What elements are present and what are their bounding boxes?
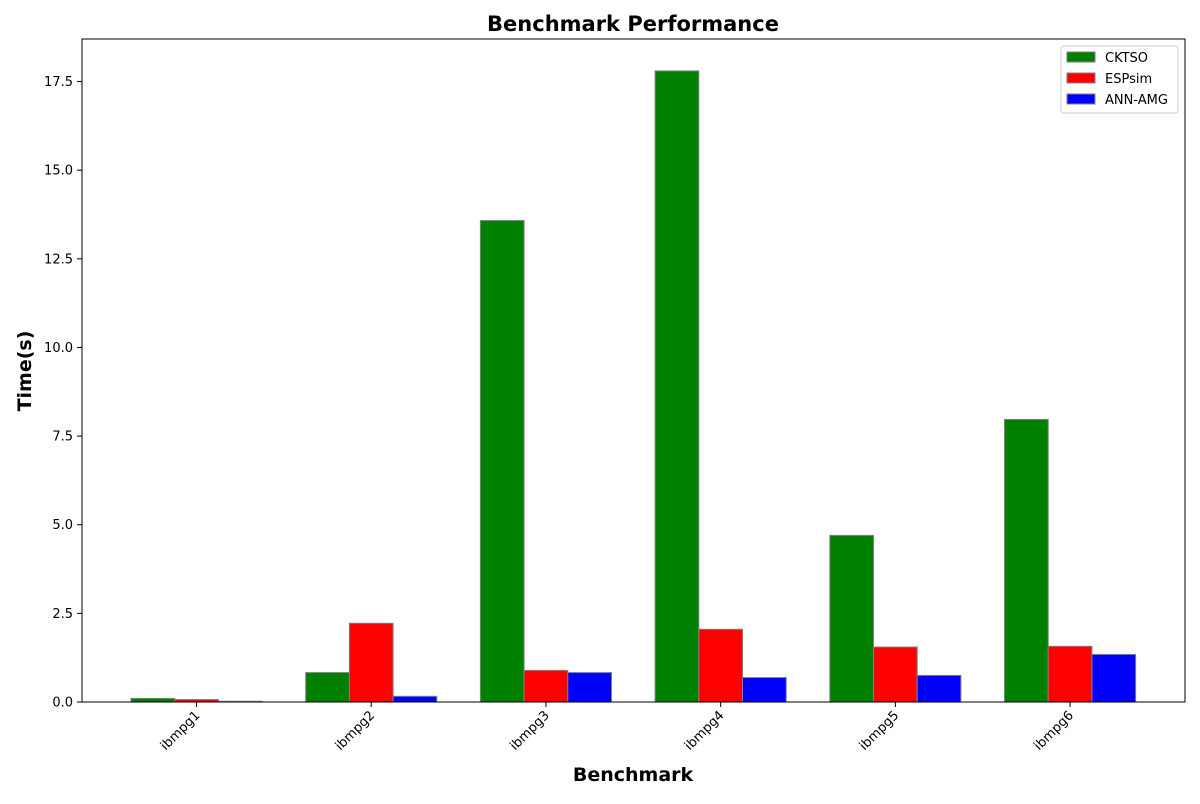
legend-label-ann-amg: ANN-AMG	[1105, 93, 1168, 108]
bar-ann-amg-ibmpg2	[392, 695, 438, 703]
x-tick-label: ibmpg6	[1031, 708, 1076, 753]
bar-cktso-ibmpg4	[654, 70, 700, 703]
bar-ann-amg-ibmpg5	[916, 674, 962, 703]
x-tick-label: ibmpg5	[857, 708, 902, 753]
y-tick-label: 0.0	[52, 696, 73, 711]
x-tick-label: ibmpg4	[682, 708, 727, 753]
y-tick-label: 15.0	[44, 164, 73, 179]
bar-cktso-ibmpg6	[1004, 418, 1049, 703]
plot-frame	[81, 38, 1186, 703]
bar-espsim-ibmpg4	[698, 628, 743, 703]
bar-espsim-ibmpg5	[873, 646, 918, 703]
y-tick-label: 10.0	[44, 341, 73, 356]
bar-espsim-ibmpg3	[523, 669, 569, 703]
x-tick-label: ibmpg3	[507, 708, 552, 753]
legend-swatch-ann-amg	[1066, 93, 1096, 105]
legend: CKTSO ESPsim ANN-AMG	[1060, 45, 1179, 114]
bar-cktso-ibmpg2	[305, 672, 350, 703]
y-tick-label: 2.5	[52, 607, 73, 622]
y-axis: 0.0 2.5 5.0 7.5 10.0 12.5 15.0 17.5	[44, 75, 82, 711]
bar-ann-amg-ibmpg3	[567, 672, 612, 703]
bar-espsim-ibmpg2	[348, 622, 394, 703]
y-tick-label: 12.5	[44, 252, 73, 267]
bar-cktso-ibmpg3	[479, 220, 525, 703]
bar-ann-amg-ibmpg4	[742, 677, 787, 703]
legend-label-espsim: ESPsim	[1105, 72, 1152, 87]
legend-swatch-espsim	[1066, 72, 1096, 84]
y-tick-label: 17.5	[44, 75, 73, 90]
legend-swatch-cktso	[1066, 51, 1096, 63]
bar-ann-amg-ibmpg6	[1091, 653, 1137, 703]
x-axis-title: Benchmark	[573, 764, 694, 786]
x-tick-label: ibmpg2	[333, 708, 378, 753]
x-tick-label: ibmpg1	[158, 708, 203, 753]
plot-area	[81, 38, 1186, 703]
y-tick-label: 5.0	[52, 518, 73, 533]
y-axis-title: Time(s)	[14, 331, 36, 412]
bar-espsim-ibmpg6	[1047, 645, 1093, 703]
legend-label-cktso: CKTSO	[1105, 51, 1148, 66]
bar-cktso-ibmpg5	[829, 534, 874, 703]
y-tick-label: 7.5	[52, 430, 73, 445]
x-axis: ibmpg1 ibmpg2 ibmpg3 ibmpg4 ibmpg5 ibmpg6	[158, 702, 1077, 754]
bar-cktso-ibmpg1	[130, 697, 176, 703]
chart-title: Benchmark Performance	[487, 12, 779, 36]
